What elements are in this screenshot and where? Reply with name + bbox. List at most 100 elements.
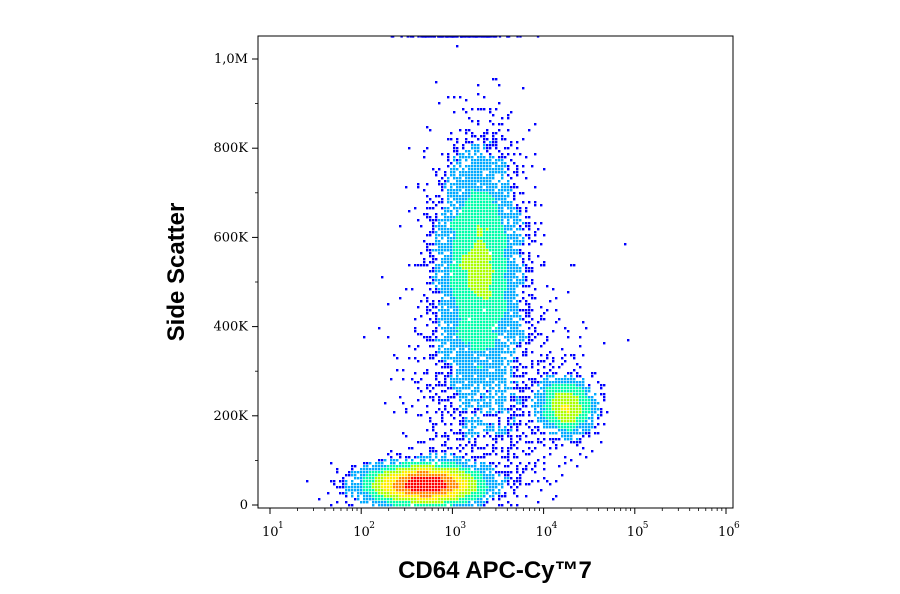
event-dot (456, 501, 459, 504)
event-dot (468, 219, 471, 222)
event-dot (486, 249, 489, 252)
event-dot (441, 342, 444, 345)
event-dot (471, 195, 474, 198)
event-dot (372, 468, 375, 471)
event-dot (465, 240, 468, 243)
event-dot (432, 357, 435, 360)
event-dot (510, 228, 513, 231)
event-dot (513, 225, 516, 228)
event-dot (417, 387, 420, 390)
event-dot (486, 342, 489, 345)
event-dot (438, 504, 441, 507)
event-dot (474, 243, 477, 246)
event-dot (537, 459, 540, 462)
event-dot (483, 141, 486, 144)
event-dot (477, 384, 480, 387)
event-dot (501, 156, 504, 159)
event-dot (459, 288, 462, 291)
event-dot (474, 198, 477, 201)
event-dot (480, 303, 483, 306)
event-dot (552, 411, 555, 414)
event-dot (483, 267, 486, 270)
event-dot (495, 162, 498, 165)
event-dot (480, 306, 483, 309)
event-dot (516, 207, 519, 210)
event-dot (492, 345, 495, 348)
event-dot (552, 441, 555, 444)
event-dot (450, 252, 453, 255)
event-dot (429, 336, 432, 339)
event-dot (480, 159, 483, 162)
event-dot (381, 483, 384, 486)
event-dot (489, 468, 492, 471)
event-dot (468, 117, 471, 120)
event-dot (507, 423, 510, 426)
event-dot (462, 174, 465, 177)
event-dot (435, 195, 438, 198)
event-dot (366, 477, 369, 480)
event-dot (465, 342, 468, 345)
event-dot (459, 306, 462, 309)
event-dot (486, 315, 489, 318)
event-dot (579, 441, 582, 444)
event-dot (477, 504, 480, 507)
event-dot (495, 306, 498, 309)
event-dot (504, 183, 507, 186)
event-dot (492, 303, 495, 306)
event-dot (492, 297, 495, 300)
event-dot (381, 468, 384, 471)
event-dot (336, 471, 339, 474)
event-dot (450, 321, 453, 324)
event-dot (522, 258, 525, 261)
event-dot (480, 297, 483, 300)
event-dot (456, 192, 459, 195)
event-dot (567, 432, 570, 435)
event-dot (582, 405, 585, 408)
event-dot (453, 111, 456, 114)
event-dot (441, 498, 444, 501)
event-dot (552, 498, 555, 501)
event-dot (510, 294, 513, 297)
event-dot (501, 483, 504, 486)
event-dot (591, 450, 594, 453)
event-dot (456, 360, 459, 363)
event-dot (453, 249, 456, 252)
event-dot (477, 354, 480, 357)
event-dot (441, 261, 444, 264)
event-dot (570, 438, 573, 441)
event-dot (459, 498, 462, 501)
event-dot (444, 486, 447, 489)
event-dot (438, 399, 441, 402)
event-dot (441, 219, 444, 222)
event-dot (483, 258, 486, 261)
event-dot (495, 483, 498, 486)
event-dot (489, 396, 492, 399)
event-dot (486, 300, 489, 303)
event-dot (498, 234, 501, 237)
event-dot (471, 210, 474, 213)
event-dot (498, 306, 501, 309)
event-dot (387, 492, 390, 495)
event-dot (471, 351, 474, 354)
event-dot (480, 180, 483, 183)
event-dot (480, 165, 483, 168)
event-dot (531, 360, 534, 363)
event-dot (519, 435, 522, 438)
event-dot (417, 492, 420, 495)
event-dot (504, 303, 507, 306)
event-dot (450, 357, 453, 360)
event-dot (492, 198, 495, 201)
event-dot (537, 501, 540, 504)
event-dot (477, 378, 480, 381)
event-dot (441, 474, 444, 477)
event-dot (441, 291, 444, 294)
event-dot (426, 480, 429, 483)
event-dot (423, 474, 426, 477)
event-dot (531, 333, 534, 336)
event-dot (507, 348, 510, 351)
event-dot (516, 141, 519, 144)
event-dot (411, 480, 414, 483)
event-dot (450, 387, 453, 390)
event-dot (495, 261, 498, 264)
event-dot (435, 171, 438, 174)
